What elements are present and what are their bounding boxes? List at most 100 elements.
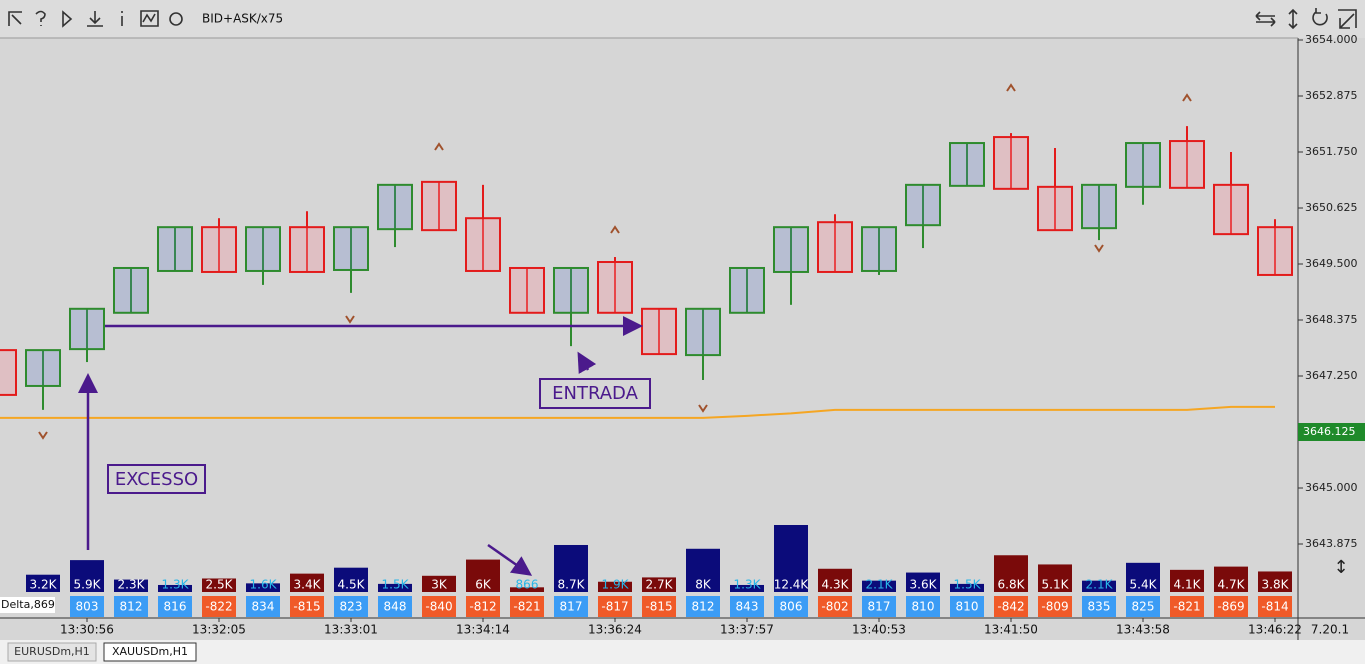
delta-cell bbox=[950, 596, 984, 617]
x-tick-label: 13:43:58 bbox=[1116, 623, 1170, 637]
delta-cell bbox=[994, 596, 1028, 617]
annotation-box bbox=[107, 464, 206, 494]
delta-cell bbox=[422, 596, 456, 617]
swing-markers bbox=[38, 83, 1192, 440]
delta-cell bbox=[1082, 596, 1116, 617]
volume-bar bbox=[1038, 564, 1072, 592]
delta-label: 810 bbox=[912, 600, 935, 614]
delta-label: 843 bbox=[736, 600, 759, 614]
tab[interactable] bbox=[7, 642, 97, 662]
icon-scale[interactable] bbox=[1288, 8, 1298, 30]
tab-label: XAUUSDm,H1 bbox=[112, 645, 188, 658]
volume-label: 3.6K bbox=[910, 578, 938, 592]
volume-label: 1.5K bbox=[954, 578, 982, 592]
annotation: ENTRADA bbox=[552, 383, 638, 404]
delta-cell bbox=[554, 596, 588, 617]
volume-bar bbox=[1082, 580, 1116, 592]
volume-bar bbox=[378, 583, 412, 592]
candle-body bbox=[1257, 226, 1293, 276]
candle-body bbox=[245, 226, 281, 272]
icon-fit[interactable] bbox=[1338, 9, 1357, 29]
annotation-box bbox=[539, 378, 651, 409]
icon-cursor[interactable] bbox=[8, 11, 22, 26]
volume-label: 3.8K bbox=[1262, 578, 1290, 592]
y-tick-label: 3651.750 bbox=[1305, 145, 1358, 158]
candle-body bbox=[773, 226, 809, 273]
delta-cell bbox=[70, 596, 104, 617]
volume-label: 8K bbox=[695, 578, 712, 592]
delta-label: 817 bbox=[868, 600, 891, 614]
icon-reset[interactable] bbox=[1312, 8, 1328, 26]
y-tick-label: 3645.000 bbox=[1305, 481, 1358, 494]
volume-bar bbox=[334, 567, 368, 592]
volume-label: 2.3K bbox=[118, 578, 146, 592]
volume-bar bbox=[1214, 566, 1248, 592]
delta-label: 835 bbox=[1088, 600, 1111, 614]
candle-body bbox=[421, 180, 457, 232]
delta-label: -809 bbox=[1041, 600, 1068, 614]
swing-low bbox=[1094, 244, 1104, 253]
delta-label: -822 bbox=[205, 600, 232, 614]
y-tick-label: 3648.375 bbox=[1305, 313, 1358, 326]
delta-label: 817 bbox=[560, 600, 583, 614]
icon-download[interactable] bbox=[87, 11, 103, 27]
swing-high bbox=[1182, 93, 1192, 102]
swing-high bbox=[434, 142, 444, 151]
icon-play[interactable] bbox=[62, 10, 73, 28]
delta-label: 823 bbox=[340, 600, 363, 614]
current-price-marker bbox=[1298, 423, 1365, 441]
icon-chart[interactable] bbox=[140, 10, 159, 27]
volume-bar bbox=[114, 579, 148, 592]
candle-body bbox=[1081, 183, 1117, 230]
x-tick-label: 13:37:57 bbox=[720, 623, 774, 637]
swing-low bbox=[345, 315, 355, 324]
delta-cell bbox=[334, 596, 368, 617]
indicator-label: BID+ASK/x75 bbox=[202, 12, 283, 26]
delta-cell bbox=[246, 596, 280, 617]
delta-label: 834 bbox=[252, 600, 275, 614]
delta-cell bbox=[642, 596, 676, 617]
delta-label: 825 bbox=[1132, 600, 1155, 614]
delta-label: -815 bbox=[645, 600, 672, 614]
x-tick-label: 13:33:01 bbox=[324, 623, 378, 637]
volume-bar bbox=[818, 568, 852, 592]
volume-bar bbox=[774, 525, 808, 592]
x-tick-label: 13:30:56 bbox=[60, 623, 114, 637]
volume-label: 5.4K bbox=[1130, 578, 1158, 592]
volume-bar bbox=[598, 581, 632, 592]
volume-label: 4.3K bbox=[822, 578, 850, 592]
candle-body bbox=[553, 266, 589, 314]
volume-bar bbox=[906, 572, 940, 592]
delta-cell bbox=[1258, 596, 1292, 617]
candle-body bbox=[1125, 142, 1161, 188]
icon-scroll[interactable] bbox=[1255, 11, 1276, 27]
delta-label: -821 bbox=[1173, 600, 1200, 614]
volume-bar bbox=[730, 584, 764, 592]
candle-body bbox=[465, 217, 501, 272]
delta-cell bbox=[730, 596, 764, 617]
volume-label: 1.3K bbox=[162, 578, 190, 592]
volume-bar bbox=[26, 574, 60, 592]
swing-low bbox=[38, 431, 48, 440]
icon-settings[interactable] bbox=[169, 12, 183, 26]
volume-bar bbox=[686, 548, 720, 592]
resize-handle[interactable]: ↕ bbox=[1333, 557, 1348, 578]
candle-body bbox=[201, 226, 237, 273]
candle-body bbox=[1037, 185, 1073, 232]
delta-cell bbox=[862, 596, 896, 617]
tab-active[interactable] bbox=[103, 642, 197, 662]
delta-label: 810 bbox=[956, 600, 979, 614]
volume-bar bbox=[994, 555, 1028, 592]
volume-label: 1.3K bbox=[734, 578, 762, 592]
x-tick-label: 13:32:05 bbox=[192, 623, 246, 637]
volume-bar bbox=[862, 580, 896, 592]
icon-help[interactable] bbox=[35, 10, 46, 27]
volume-label: 1.9K bbox=[602, 578, 630, 592]
volume-bar bbox=[466, 559, 500, 592]
version: 7.20.1 bbox=[1311, 623, 1349, 637]
delta-cell bbox=[906, 596, 940, 617]
toolbar bbox=[0, 0, 1365, 38]
swing-high bbox=[610, 225, 620, 234]
swing-low bbox=[698, 404, 708, 413]
